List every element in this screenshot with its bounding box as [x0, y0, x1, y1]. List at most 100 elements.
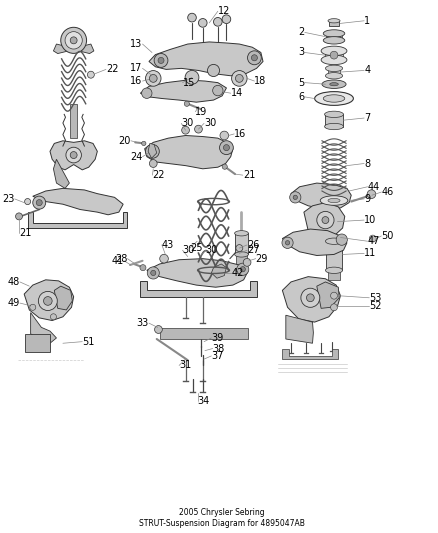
- Ellipse shape: [321, 46, 347, 55]
- Polygon shape: [326, 241, 342, 270]
- Circle shape: [286, 240, 290, 245]
- Circle shape: [194, 125, 202, 133]
- Polygon shape: [147, 259, 248, 287]
- Circle shape: [182, 126, 189, 134]
- Text: 28: 28: [115, 254, 127, 264]
- Polygon shape: [286, 315, 313, 343]
- Circle shape: [154, 53, 168, 67]
- Circle shape: [25, 198, 31, 205]
- Polygon shape: [33, 188, 123, 215]
- Text: 2: 2: [299, 27, 305, 37]
- Text: 12: 12: [218, 6, 230, 17]
- Text: 2005 Chrysler Sebring
STRUT-Suspension Diagram for 4895047AB: 2005 Chrysler Sebring STRUT-Suspension D…: [139, 508, 305, 528]
- Polygon shape: [160, 328, 248, 339]
- Circle shape: [322, 216, 329, 223]
- Polygon shape: [329, 21, 339, 26]
- Polygon shape: [291, 183, 351, 209]
- Text: 9: 9: [364, 194, 370, 204]
- Circle shape: [160, 254, 168, 263]
- Text: 26: 26: [247, 240, 259, 250]
- Polygon shape: [54, 286, 72, 310]
- Ellipse shape: [314, 92, 353, 106]
- Polygon shape: [236, 254, 247, 270]
- Polygon shape: [31, 312, 57, 343]
- Circle shape: [30, 304, 36, 310]
- Circle shape: [158, 58, 164, 63]
- Ellipse shape: [325, 267, 343, 273]
- Text: 39: 39: [212, 333, 224, 343]
- Circle shape: [208, 64, 219, 77]
- Text: 17: 17: [130, 63, 142, 74]
- Polygon shape: [283, 229, 347, 255]
- Text: 3: 3: [299, 47, 305, 58]
- Circle shape: [188, 13, 196, 22]
- Text: 1: 1: [364, 16, 370, 26]
- Text: 19: 19: [195, 107, 208, 117]
- Circle shape: [247, 51, 261, 64]
- Text: 20: 20: [119, 136, 131, 146]
- Text: 7: 7: [364, 113, 371, 123]
- Ellipse shape: [330, 83, 338, 86]
- Polygon shape: [212, 264, 226, 278]
- Text: 34: 34: [198, 397, 210, 406]
- Circle shape: [301, 288, 320, 308]
- Ellipse shape: [328, 19, 340, 23]
- Ellipse shape: [325, 111, 343, 117]
- Circle shape: [33, 196, 46, 209]
- Text: 50: 50: [381, 231, 394, 241]
- Text: 11: 11: [364, 248, 376, 259]
- Polygon shape: [53, 159, 69, 188]
- Polygon shape: [325, 51, 343, 60]
- Text: 10: 10: [364, 215, 376, 225]
- Text: 43: 43: [162, 240, 174, 250]
- Circle shape: [149, 148, 155, 155]
- Text: 16: 16: [234, 129, 247, 139]
- Circle shape: [50, 314, 57, 320]
- Ellipse shape: [320, 196, 348, 205]
- Ellipse shape: [328, 198, 340, 203]
- Text: 21: 21: [243, 170, 255, 180]
- Circle shape: [198, 19, 207, 27]
- Polygon shape: [304, 203, 345, 238]
- Text: 14: 14: [231, 88, 243, 98]
- Text: 49: 49: [7, 298, 20, 308]
- Polygon shape: [325, 115, 343, 126]
- Text: 30: 30: [183, 245, 195, 255]
- Circle shape: [223, 144, 230, 151]
- Circle shape: [317, 212, 334, 229]
- Ellipse shape: [235, 252, 248, 257]
- Circle shape: [369, 235, 376, 242]
- Circle shape: [151, 270, 156, 276]
- Ellipse shape: [323, 30, 345, 37]
- Circle shape: [70, 151, 77, 158]
- Text: 6: 6: [299, 92, 305, 102]
- Text: 29: 29: [256, 254, 268, 264]
- Text: 23: 23: [2, 194, 15, 204]
- Text: 48: 48: [7, 277, 20, 287]
- Text: 42: 42: [232, 268, 244, 278]
- Text: 4: 4: [364, 66, 370, 76]
- Circle shape: [222, 164, 227, 169]
- Text: 30: 30: [181, 118, 194, 128]
- Circle shape: [185, 70, 199, 84]
- Text: 44: 44: [367, 182, 380, 192]
- Circle shape: [149, 75, 157, 82]
- Polygon shape: [70, 104, 77, 138]
- Circle shape: [331, 292, 337, 299]
- Text: 22: 22: [106, 64, 118, 75]
- Text: 46: 46: [381, 187, 394, 197]
- Circle shape: [236, 75, 243, 82]
- Circle shape: [220, 131, 229, 140]
- Text: 8: 8: [364, 158, 370, 168]
- Circle shape: [307, 294, 314, 302]
- Ellipse shape: [325, 72, 343, 79]
- Circle shape: [149, 159, 157, 167]
- Text: 24: 24: [130, 152, 142, 161]
- Circle shape: [184, 101, 189, 107]
- Polygon shape: [74, 44, 94, 53]
- Circle shape: [16, 213, 22, 220]
- Text: 38: 38: [213, 344, 225, 353]
- Circle shape: [331, 304, 337, 311]
- Polygon shape: [317, 282, 339, 309]
- Text: 16: 16: [130, 76, 142, 86]
